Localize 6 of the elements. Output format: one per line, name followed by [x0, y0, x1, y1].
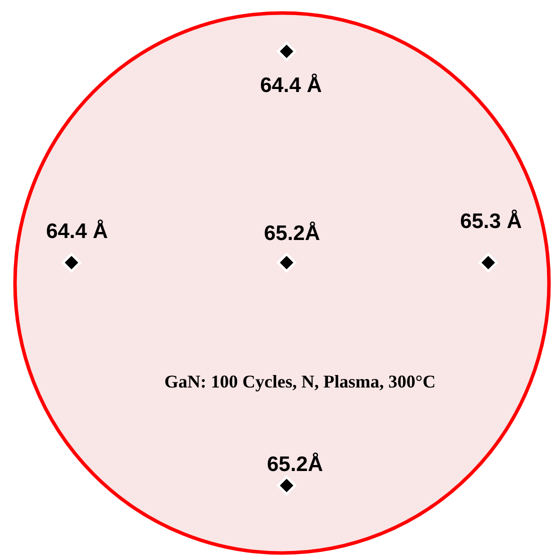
text: GaN: 100 Cycles, N, Plasma, 300°C: [164, 372, 436, 392]
data-label: 65.2Å: [264, 220, 320, 245]
data-label: 64.4 Å: [260, 72, 322, 97]
data-label: 65.3 Å: [460, 208, 522, 233]
data-label: 65.2Å: [266, 452, 324, 476]
data-label: 64.4 Å: [46, 218, 108, 243]
